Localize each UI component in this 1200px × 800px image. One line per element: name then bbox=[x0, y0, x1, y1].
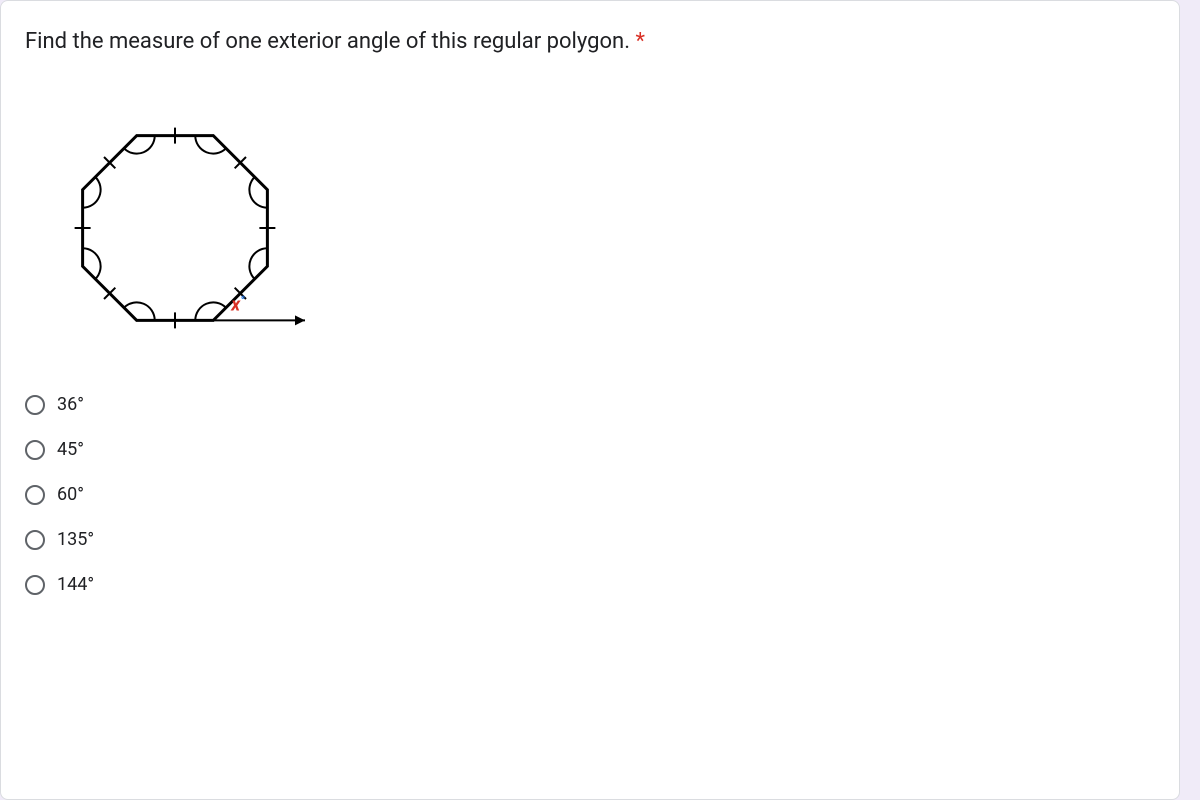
polygon-diagram: x° bbox=[45, 88, 1155, 352]
radio-circle-icon bbox=[25, 530, 45, 550]
octagon-shape: x° bbox=[75, 128, 305, 329]
required-asterisk: * bbox=[635, 29, 644, 54]
radio-option-2[interactable]: 45° bbox=[25, 427, 1155, 472]
exterior-angle-arrow bbox=[213, 315, 305, 325]
question-title: Find the measure of one exterior angle o… bbox=[25, 25, 1155, 58]
options-list: 36° 45° 60° 135° 144° bbox=[25, 382, 1155, 607]
question-text: Find the measure of one exterior angle o… bbox=[25, 29, 630, 54]
question-card: Find the measure of one exterior angle o… bbox=[0, 0, 1180, 800]
exterior-angle-label: x° bbox=[230, 293, 245, 315]
option-label: 144° bbox=[57, 574, 94, 595]
tick-marks bbox=[75, 128, 276, 329]
option-label: 36° bbox=[57, 394, 84, 415]
octagon-svg: x° bbox=[45, 88, 325, 348]
option-label: 45° bbox=[57, 439, 84, 460]
radio-circle-icon bbox=[25, 575, 45, 595]
radio-option-5[interactable]: 144° bbox=[25, 562, 1155, 607]
radio-circle-icon bbox=[25, 440, 45, 460]
radio-option-4[interactable]: 135° bbox=[25, 517, 1155, 562]
radio-circle-icon bbox=[25, 485, 45, 505]
option-label: 60° bbox=[57, 484, 84, 505]
option-label: 135° bbox=[57, 529, 94, 550]
radio-circle-icon bbox=[25, 395, 45, 415]
radio-option-3[interactable]: 60° bbox=[25, 472, 1155, 517]
radio-option-1[interactable]: 36° bbox=[25, 382, 1155, 427]
